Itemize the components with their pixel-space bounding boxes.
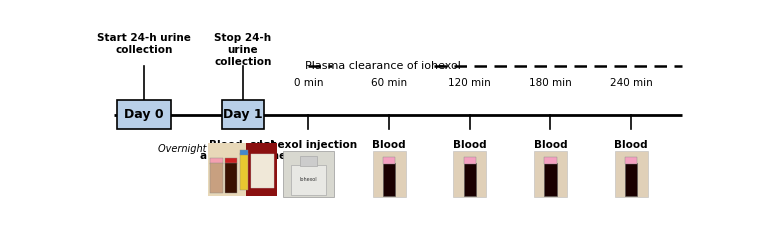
Text: 60 min: 60 min — [371, 77, 407, 88]
Bar — [625, 157, 638, 164]
Bar — [251, 154, 274, 188]
Bar — [283, 151, 334, 197]
Bar — [291, 165, 326, 195]
Bar — [453, 151, 487, 197]
Bar — [225, 163, 237, 193]
Bar — [225, 158, 237, 164]
Bar — [544, 157, 557, 164]
Bar — [117, 100, 171, 129]
Text: Stop 24-h
urine
collection: Stop 24-h urine collection — [214, 33, 271, 67]
Bar — [240, 150, 248, 155]
Text: Day 1: Day 1 — [223, 108, 263, 121]
Bar — [222, 100, 264, 129]
Text: Blood: Blood — [614, 140, 648, 150]
Text: Blood: Blood — [453, 140, 487, 150]
Bar — [383, 157, 396, 164]
Text: Iohexol injection: Iohexol injection — [259, 140, 358, 150]
Text: Day 0: Day 0 — [124, 108, 164, 121]
Bar — [208, 143, 246, 196]
Text: 120 min: 120 min — [449, 77, 491, 88]
Text: 180 min: 180 min — [529, 77, 572, 88]
Bar — [463, 157, 476, 164]
Bar — [300, 156, 318, 166]
Bar — [210, 158, 223, 164]
Bar — [534, 151, 567, 197]
Bar — [625, 163, 638, 196]
Text: Iohexol: Iohexol — [300, 177, 318, 182]
Bar — [614, 151, 648, 197]
Text: Blood: Blood — [534, 140, 567, 150]
Bar — [463, 163, 476, 196]
Text: 0 min: 0 min — [294, 77, 323, 88]
Bar — [246, 143, 277, 196]
Text: Blood: Blood — [372, 140, 406, 150]
Text: Plasma clearance of iohexol: Plasma clearance of iohexol — [305, 61, 461, 71]
Bar — [210, 163, 223, 193]
Bar — [240, 153, 248, 190]
Bar — [372, 151, 406, 197]
Text: 240 min: 240 min — [610, 77, 652, 88]
Bar — [544, 163, 557, 196]
Text: Start 24-h urine
collection: Start 24-h urine collection — [97, 33, 191, 55]
Text: Blood, spot
and 24-h urine: Blood, spot and 24-h urine — [200, 140, 286, 161]
Bar — [383, 163, 396, 196]
Text: Overnight fasting: Overnight fasting — [158, 144, 244, 154]
